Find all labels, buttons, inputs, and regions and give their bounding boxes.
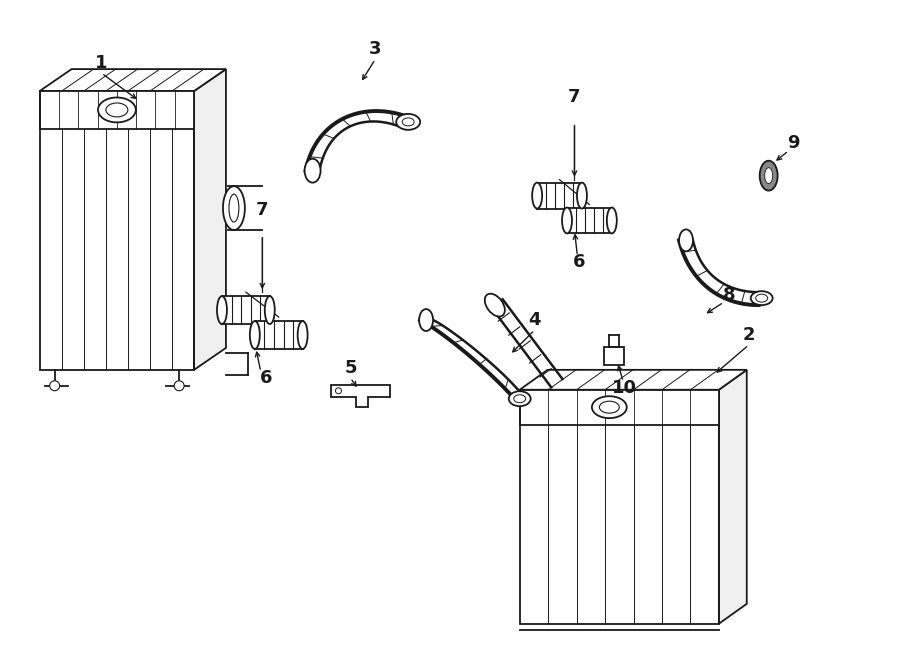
Ellipse shape [592,396,626,418]
Ellipse shape [98,97,136,122]
Ellipse shape [765,168,772,184]
Ellipse shape [607,208,616,233]
Text: 1: 1 [95,54,108,72]
Bar [255,321,302,349]
Text: 7: 7 [568,88,580,106]
Bar [537,182,582,208]
Ellipse shape [217,296,227,324]
Ellipse shape [751,291,772,305]
Text: 10: 10 [612,379,637,397]
Ellipse shape [532,182,542,208]
Ellipse shape [562,208,572,233]
Text: 6: 6 [259,369,272,387]
Ellipse shape [760,161,778,190]
Bar [40,91,194,370]
Ellipse shape [265,296,274,324]
Bar [604,347,625,365]
Polygon shape [194,69,226,370]
Ellipse shape [50,381,59,391]
Ellipse shape [298,321,308,349]
Ellipse shape [419,309,433,331]
Ellipse shape [577,182,587,208]
Polygon shape [719,370,747,624]
Polygon shape [519,370,747,390]
Ellipse shape [396,114,420,130]
Bar [222,296,270,324]
Text: 8: 8 [723,286,735,304]
Ellipse shape [304,159,320,182]
Polygon shape [40,91,194,129]
Text: 6: 6 [573,253,586,271]
Polygon shape [519,390,719,424]
Text: 9: 9 [788,134,800,152]
Bar [519,390,719,624]
Ellipse shape [485,293,505,317]
Bar [567,208,612,233]
Ellipse shape [175,381,184,391]
Ellipse shape [508,391,531,406]
Text: 2: 2 [742,326,755,344]
Ellipse shape [679,229,693,251]
Text: 7: 7 [256,200,268,219]
Ellipse shape [223,186,245,230]
Text: 4: 4 [528,311,541,329]
Polygon shape [40,69,226,91]
Ellipse shape [250,321,260,349]
Text: 5: 5 [344,359,356,377]
Text: 3: 3 [369,40,382,58]
